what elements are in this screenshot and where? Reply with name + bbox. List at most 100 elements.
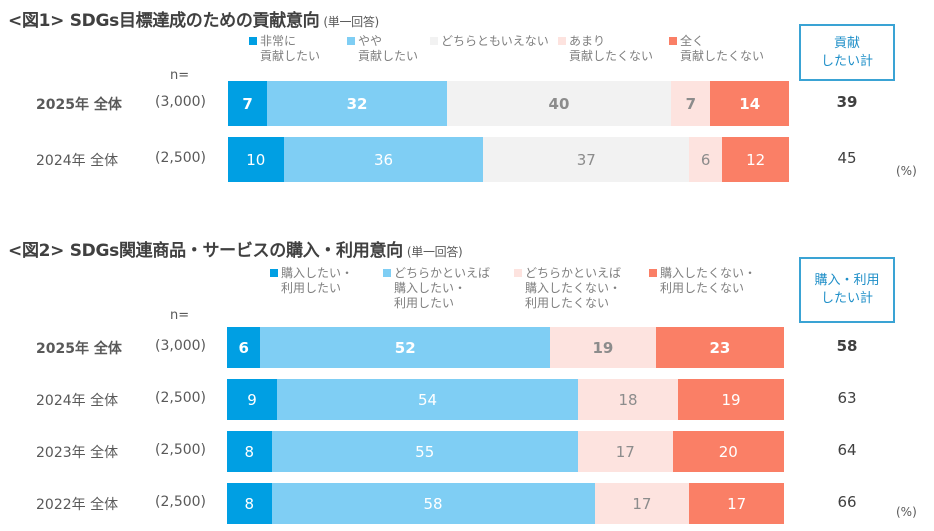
bar-segment: 32 xyxy=(267,81,447,126)
bar-segment: 14 xyxy=(710,81,789,126)
legend-label: どちらかといえば 購入したい・ 利用したい xyxy=(394,266,491,310)
row-sample-size: (3,000) xyxy=(155,337,207,354)
data-label: 55 xyxy=(415,442,435,461)
bar-segment: 58 xyxy=(271,483,595,524)
bar-segment: 54 xyxy=(277,379,578,420)
row-label: 2025年 全体 xyxy=(36,340,122,357)
data-label: 17 xyxy=(615,442,635,461)
stacked-bar: 6 52 19 23 xyxy=(227,327,784,368)
data-label: 14 xyxy=(739,94,761,113)
stacked-bar: 8 58 17 17 xyxy=(227,483,784,524)
chart-title: <図1> SDGs目標達成のための貢献意向 (単一回答) xyxy=(8,6,379,31)
legend-swatch xyxy=(649,269,657,277)
data-label: 18 xyxy=(618,390,638,409)
legend-item: どちらかといえば 購入したくない・ 利用したくない xyxy=(514,266,621,311)
bar-segment: 55 xyxy=(271,431,578,472)
unit-label: (%) xyxy=(896,505,917,519)
data-label: 54 xyxy=(417,390,438,409)
sample-size-label: n= xyxy=(170,308,190,323)
legend-label: 非常に 貢献したい xyxy=(260,34,321,63)
data-label: 37 xyxy=(576,150,596,169)
chart-subtitle: (単一回答) xyxy=(406,245,463,259)
data-label: 36 xyxy=(373,150,394,169)
data-label: 17 xyxy=(632,494,652,513)
data-label: 7 xyxy=(685,94,697,113)
legend-label: 全く 貢献したくない xyxy=(680,34,765,63)
legend-swatch xyxy=(383,269,391,277)
data-label: 10 xyxy=(246,150,266,169)
bar-segment: 40 xyxy=(446,81,672,126)
sample-size-label: n= xyxy=(170,68,190,83)
total-header-box: 購入・利用 したい計 xyxy=(799,257,895,323)
legend-swatch xyxy=(558,37,566,45)
bar-segment: 8 xyxy=(227,483,272,524)
chart-title-text: <図1> SDGs目標達成のための貢献意向 xyxy=(8,11,320,31)
bar-segment: 8 xyxy=(227,431,272,472)
unit-label: (%) xyxy=(896,164,917,178)
row-sample-size: (2,500) xyxy=(155,389,207,406)
bar-segment: 36 xyxy=(283,137,484,182)
row-sample-size: (2,500) xyxy=(155,441,207,458)
stacked-bar: 8 55 17 20 xyxy=(227,431,784,472)
data-label: 20 xyxy=(718,442,738,461)
row-sample-size: (2,500) xyxy=(155,493,207,510)
row-label: 2024年 全体 xyxy=(36,392,119,409)
legend-swatch xyxy=(430,37,438,45)
bar-segment: 52 xyxy=(260,327,551,368)
row-label: 2025年 全体 xyxy=(36,96,122,113)
bar-segment: 20 xyxy=(672,431,784,472)
chart-title-text: <図2> SDGs関連商品・サービスの購入・利用意向 xyxy=(8,241,403,261)
stacked-bar: 10 36 37 6 12 xyxy=(228,137,789,182)
legend-item: どちらともいえない xyxy=(430,34,549,49)
bar-segment: 17 xyxy=(594,483,690,524)
legend-item: 購入したくない・ 利用したくない xyxy=(649,266,756,296)
chart-title: <図2> SDGs関連商品・サービスの購入・利用意向 (単一回答) xyxy=(8,236,463,261)
legend-label: あまり 貢献したくない xyxy=(569,34,654,63)
bar-segment: 17 xyxy=(689,483,784,524)
row-label: 2023年 全体 xyxy=(36,444,119,461)
data-label: 19 xyxy=(721,390,741,409)
data-label: 12 xyxy=(746,150,766,169)
data-label: 6 xyxy=(238,338,249,357)
stacked-bar: 9 54 18 19 xyxy=(227,379,784,420)
bar-segment: 37 xyxy=(483,137,689,182)
bar-segment: 19 xyxy=(550,327,656,368)
bar-segment: 9 xyxy=(227,379,278,420)
data-label: 52 xyxy=(394,338,416,357)
chart-subtitle: (単一回答) xyxy=(323,15,379,29)
legend-swatch xyxy=(347,37,355,45)
legend-item: 購入したい・ 利用したい xyxy=(270,266,353,296)
data-label: 40 xyxy=(548,94,570,113)
bar-segment: 6 xyxy=(227,327,261,368)
legend-label: どちらともいえない xyxy=(441,34,549,48)
data-label: 19 xyxy=(592,338,614,357)
bar-segment: 23 xyxy=(655,327,784,368)
legend-item: やや 貢献したい xyxy=(347,34,418,64)
bar-segment: 19 xyxy=(678,379,784,420)
legend-label: どちらかといえば 購入したくない・ 利用したくない xyxy=(525,266,622,310)
data-label: 6 xyxy=(700,150,711,169)
bar-segment: 10 xyxy=(228,137,284,182)
legend-label: 購入したい・ 利用したい xyxy=(281,266,354,295)
legend-item: あまり 貢献したくない xyxy=(558,34,653,64)
legend-swatch xyxy=(514,269,522,277)
legend-swatch xyxy=(249,37,257,45)
row-sample-size: (2,500) xyxy=(155,149,207,166)
legend-swatch xyxy=(270,269,278,277)
row-sample-size: (3,000) xyxy=(155,93,207,110)
data-label: 58 xyxy=(423,494,443,513)
legend-item: 全く 貢献したくない xyxy=(669,34,764,64)
bar-segment: 7 xyxy=(228,81,268,126)
data-label: 9 xyxy=(247,390,257,409)
total-value: 39 xyxy=(836,92,858,111)
data-label: 17 xyxy=(727,494,747,513)
total-value: 66 xyxy=(837,492,857,511)
bar-segment: 18 xyxy=(577,379,679,420)
legend-label: やや 貢献したい xyxy=(358,34,419,63)
total-value: 63 xyxy=(837,388,857,407)
legend-item: 非常に 貢献したい xyxy=(249,34,320,64)
total-header-box: 貢献 したい計 xyxy=(799,24,895,81)
bar-segment: 6 xyxy=(688,137,723,182)
total-value: 64 xyxy=(837,440,857,459)
data-label: 7 xyxy=(242,94,253,113)
